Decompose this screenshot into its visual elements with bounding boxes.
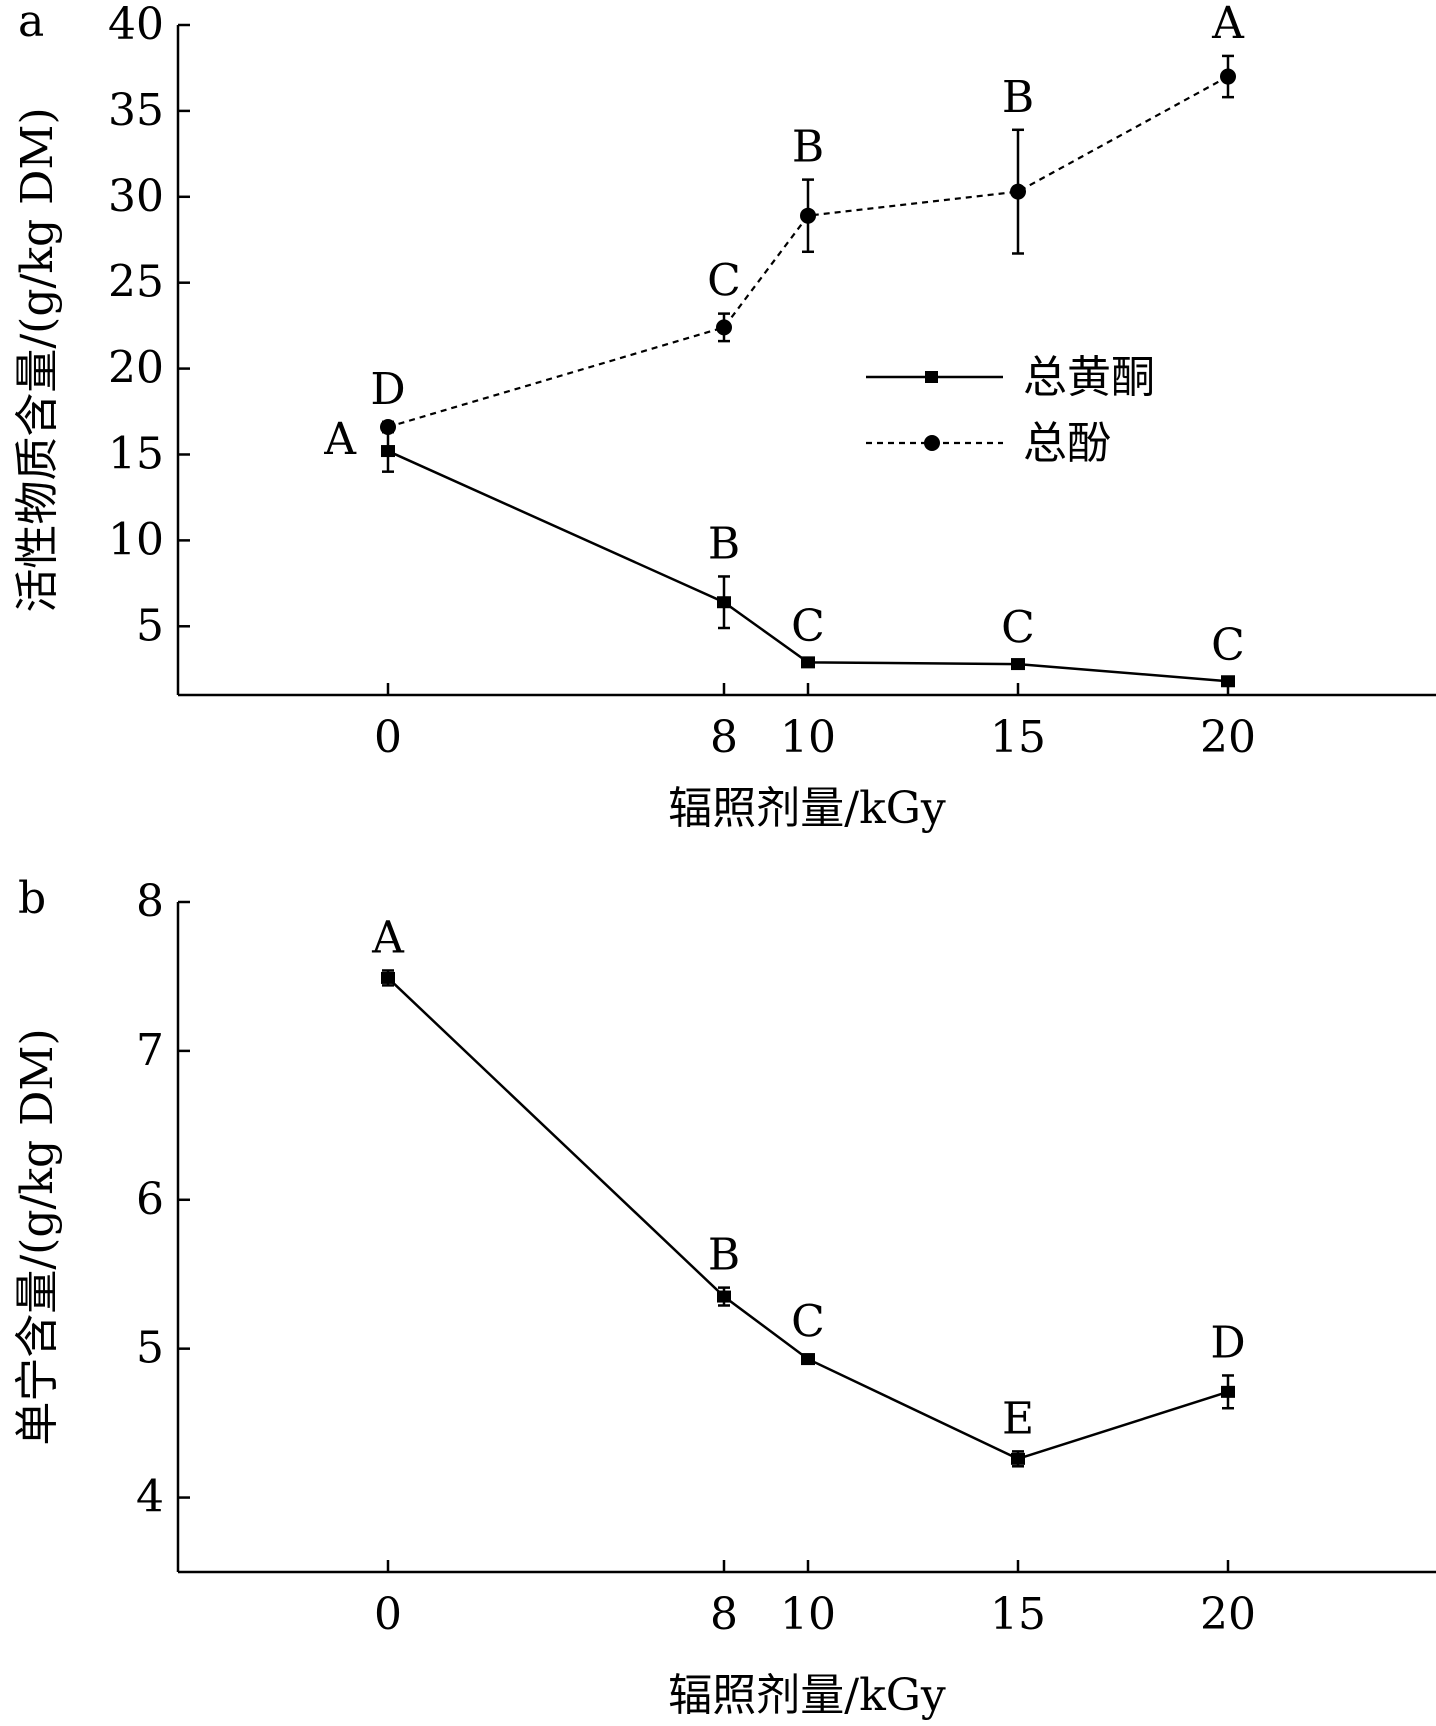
- panel-b-x-ticks: 0 8 10 15 20: [374, 1560, 1256, 1640]
- y-tick-label: 7: [136, 1025, 164, 1076]
- data-point: [801, 656, 815, 669]
- data-point: [1011, 1452, 1025, 1465]
- data-point: [717, 1290, 731, 1303]
- y-tick-label: 5: [136, 600, 164, 651]
- series-line: [387, 977, 1229, 1461]
- x-tick-label: 0: [374, 712, 402, 763]
- significance-letter: D: [1210, 1317, 1245, 1368]
- y-tick-label: 4: [136, 1472, 164, 1523]
- x-tick-label: 10: [780, 1589, 836, 1640]
- legend-label-flavonoids: 总黄酮: [1023, 352, 1155, 403]
- data-point: [381, 971, 395, 984]
- significance-letter: B: [708, 518, 740, 569]
- y-tick-label: 6: [136, 1174, 164, 1225]
- y-tick-label: 35: [108, 85, 164, 136]
- legend-marker-phenols: [924, 435, 940, 451]
- significance-letter: A: [371, 912, 405, 963]
- data-point: [717, 596, 731, 609]
- significance-letter: C: [791, 601, 825, 652]
- y-tick-label: 10: [108, 514, 164, 565]
- series-1: D C B B A: [370, 0, 1245, 435]
- data-point: [380, 419, 396, 435]
- legend: 总黄酮 总酚: [866, 352, 1155, 469]
- y-tick-label: 20: [108, 343, 164, 394]
- significance-letter: C: [707, 256, 741, 307]
- x-tick-label: 8: [710, 1589, 738, 1640]
- chart-panel-a: a 5 10 15 20 25 30 35 40 0 8 10 15 20 辐照剂量/kGy 活性物质…: [12, 0, 1436, 834]
- y-tick-label: 15: [108, 428, 164, 479]
- series-line: [387, 75, 1229, 429]
- x-tick-label: 10: [780, 712, 836, 763]
- significance-letter: B: [792, 122, 824, 173]
- panel-b-x-axis-title: 辐照剂量/kGy: [668, 1670, 946, 1721]
- data-point: [1011, 658, 1025, 671]
- panel-b-label: b: [18, 873, 46, 924]
- significance-letter: A: [323, 414, 357, 465]
- x-tick-label: 0: [374, 1589, 402, 1640]
- significance-letter: C: [1211, 620, 1245, 671]
- significance-letter: C: [791, 1297, 825, 1348]
- legend-label-phenols: 总酚: [1023, 418, 1111, 469]
- x-tick-label: 20: [1200, 1589, 1256, 1640]
- y-tick-label: 30: [108, 171, 164, 222]
- panel-a-x-axis-title: 辐照剂量/kGy: [668, 783, 946, 834]
- panel-a-x-ticks: 0 8 10 15 20: [374, 683, 1256, 763]
- y-tick-label: 8: [136, 876, 164, 927]
- data-point: [716, 319, 732, 336]
- panel-b-y-axis-title: 单宁含量/(g/kg DM): [12, 1028, 63, 1445]
- panel-a-label: a: [18, 0, 44, 47]
- data-point: [1010, 183, 1026, 200]
- panel-a-y-ticks: 5 10 15 20 25 30 35 40: [108, 0, 190, 651]
- series-0: A BC E D: [371, 912, 1246, 1468]
- panel-b-y-ticks: 4 5 6 7 8: [136, 876, 190, 1523]
- significance-letter: D: [370, 364, 405, 415]
- significance-letter: E: [1002, 1393, 1034, 1444]
- significance-letter: B: [708, 1230, 740, 1281]
- y-tick-label: 40: [108, 0, 164, 50]
- x-tick-label: 15: [990, 1589, 1046, 1640]
- data-point: [1220, 68, 1236, 85]
- significance-letter: A: [1211, 0, 1245, 49]
- data-point: [381, 445, 395, 458]
- x-tick-label: 8: [710, 712, 738, 763]
- y-tick-label: 5: [136, 1323, 164, 1374]
- panel-b-series: A BC E D: [371, 912, 1246, 1468]
- data-point: [801, 1353, 815, 1366]
- y-tick-label: 25: [108, 257, 164, 308]
- significance-letter: C: [1001, 603, 1035, 654]
- data-point: [1221, 1385, 1235, 1398]
- series-0: ABC C C: [323, 414, 1245, 688]
- significance-letter: B: [1002, 72, 1034, 123]
- x-tick-label: 20: [1200, 712, 1256, 763]
- data-point: [800, 207, 816, 224]
- panel-a-y-axis-title: 活性物质含量/(g/kg DM): [12, 107, 63, 612]
- legend-marker-flavonoids: [925, 371, 938, 383]
- chart-panel-b: b 4 5 6 7 8 0 8 10 15 20 辐照剂量/kGy 单宁含量/(g/kg DM)…: [12, 873, 1436, 1721]
- x-tick-label: 15: [990, 712, 1046, 763]
- data-point: [1221, 675, 1235, 688]
